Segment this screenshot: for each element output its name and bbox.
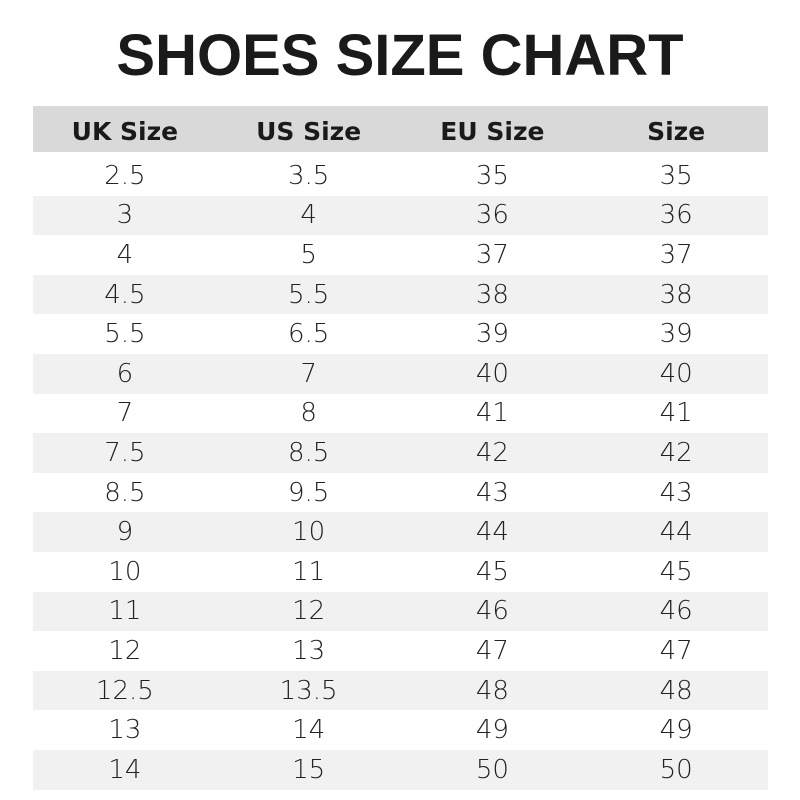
cell-eu: 45	[475, 556, 509, 587]
cell-eu: 46	[475, 596, 509, 627]
table-header: UK Size US Size EU Size Size	[33, 106, 768, 152]
cell-uk: 13	[108, 715, 142, 746]
cell-eu: 49	[475, 715, 509, 746]
cell-size: 43	[659, 477, 693, 508]
cell-us: 4	[300, 200, 317, 231]
cell-us: 15	[292, 754, 326, 785]
cell-uk: 5.5	[104, 319, 146, 350]
table-row: 7.5 8.5 42 42	[33, 433, 768, 473]
cell-eu: 40	[475, 358, 509, 389]
table-row: 3 4 36 36	[33, 195, 768, 236]
cell-size: 36	[659, 200, 693, 231]
table-row: 4 5 37 37	[33, 235, 768, 275]
table-row: 5.5 6.5 39 39	[33, 314, 768, 354]
table-row: 12.5 13.5 48 48	[33, 670, 768, 711]
table-row: 2.5 3.5 35 35	[33, 156, 768, 196]
cell-uk: 4	[116, 239, 134, 270]
cell-size: 49	[659, 715, 693, 746]
cell-us: 13.5	[279, 675, 338, 706]
table-row: 9 10 44 44	[33, 512, 768, 552]
cell-size: 45	[659, 556, 693, 587]
cell-uk: 4.5	[104, 279, 146, 310]
cell-uk: 2.5	[104, 160, 146, 191]
cell-us: 8	[300, 398, 317, 429]
cell-us: 5	[300, 239, 317, 270]
header-uk-size: UK Size	[71, 116, 179, 146]
cell-eu: 47	[475, 635, 509, 666]
cell-eu: 39	[475, 319, 509, 350]
cell-size: 44	[659, 517, 693, 548]
header-us-size: US Size	[256, 116, 362, 146]
cell-us: 11	[292, 556, 326, 587]
cell-uk: 14	[108, 754, 142, 785]
cell-eu: 43	[475, 477, 509, 508]
table-row: 14 15 50 50	[33, 749, 768, 790]
cell-us: 5.5	[287, 279, 330, 310]
cell-us: 12	[292, 596, 326, 627]
cell-eu: 37	[475, 239, 509, 270]
header-eu-size: EU Size	[440, 116, 545, 146]
table-row: 4.5 5.5 38 38	[33, 274, 768, 315]
table-row: 8.5 9.5 43 43	[33, 473, 768, 513]
cell-us: 7	[300, 358, 317, 389]
cell-eu: 48	[475, 675, 509, 706]
cell-uk: 7	[116, 398, 134, 429]
cell-eu: 42	[475, 437, 509, 468]
cell-us: 6.5	[287, 319, 330, 350]
table-body: 2.5 3.5 35 35 3 4 36 36 4 5 37 37 4.5 5.5 38 38 5.5 6.5 39…	[33, 156, 768, 790]
cell-size: 47	[659, 635, 693, 666]
cell-uk: 6	[116, 358, 134, 389]
cell-eu: 41	[475, 398, 509, 429]
cell-uk: 10	[108, 556, 142, 587]
cell-uk: 7.5	[104, 437, 146, 468]
table-row: 10 11 45 45	[33, 552, 768, 592]
cell-uk: 12	[108, 635, 142, 666]
table-row: 11 12 46 46	[33, 591, 768, 632]
cell-size: 46	[659, 596, 693, 627]
cell-us: 13	[292, 635, 326, 666]
table-row: 12 13 47 47	[33, 631, 768, 671]
cell-eu: 35	[475, 160, 509, 191]
cell-us: 14	[292, 715, 326, 746]
cell-size: 40	[659, 358, 693, 389]
size-table: UK Size US Size EU Size Size 2.5 3.5 35 35 3…	[33, 106, 768, 790]
cell-eu: 36	[475, 200, 509, 231]
cell-eu: 44	[475, 517, 509, 548]
cell-uk: 12.5	[95, 675, 154, 706]
cell-size: 48	[659, 675, 693, 706]
cell-eu: 50	[475, 754, 509, 785]
page-title: SHOES SIZE CHART	[116, 23, 684, 88]
cell-size: 41	[659, 398, 693, 429]
cell-us: 3.5	[287, 160, 330, 191]
cell-size: 50	[659, 754, 693, 785]
cell-us: 8.5	[287, 437, 330, 468]
table-row: 13 14 49 49	[33, 710, 768, 750]
cell-uk: 11	[108, 596, 142, 627]
cell-eu: 38	[475, 279, 509, 310]
cell-us: 10	[292, 517, 326, 548]
cell-uk: 8.5	[104, 477, 146, 508]
header-size: Size	[647, 116, 706, 146]
table-row: 7 8 41 41	[33, 394, 768, 434]
cell-size: 39	[659, 319, 693, 350]
cell-uk: 9	[116, 517, 134, 548]
cell-size: 38	[659, 279, 693, 310]
cell-size: 42	[659, 437, 693, 468]
cell-size: 35	[659, 160, 693, 191]
table-row: 6 7 40 40	[33, 353, 768, 394]
cell-size: 37	[659, 239, 693, 270]
cell-uk: 3	[116, 200, 134, 231]
cell-us: 9.5	[287, 477, 330, 508]
